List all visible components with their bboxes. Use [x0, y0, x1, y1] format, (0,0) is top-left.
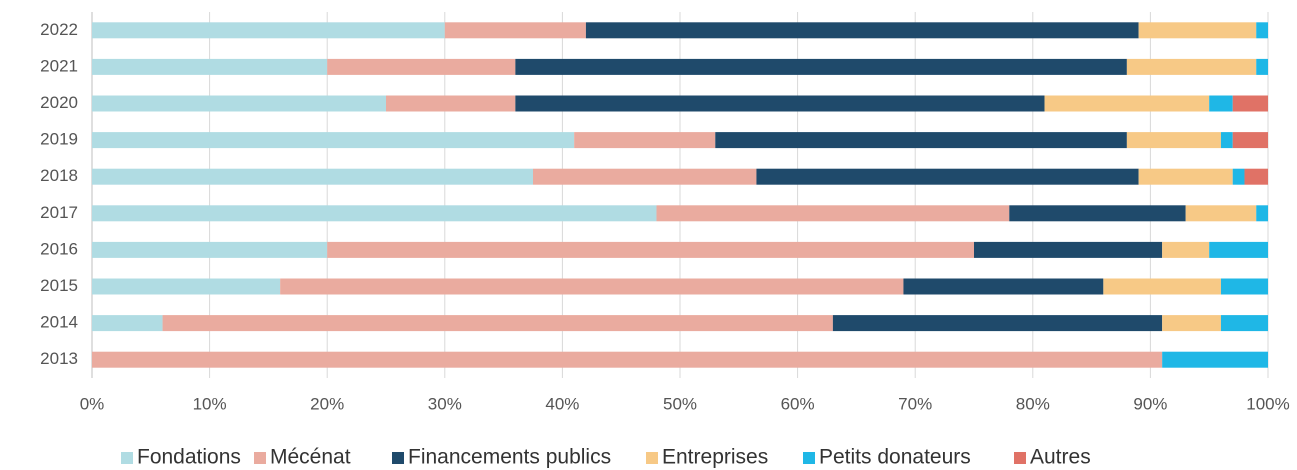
bar-segment — [1244, 168, 1268, 185]
bar-segment — [92, 95, 386, 112]
bar-segment — [533, 168, 757, 185]
legend-label: Mécénat — [270, 446, 351, 469]
bar-segment — [92, 58, 328, 75]
legend-label: Financements publics — [408, 446, 611, 469]
bar-segment — [92, 241, 328, 258]
bar-segment — [1138, 168, 1233, 185]
bar-segment — [92, 278, 281, 295]
y-tick-label: 2021 — [40, 56, 78, 75]
bar-segment — [92, 205, 657, 222]
bar-segment — [1162, 351, 1268, 368]
y-tick-label: 2018 — [40, 166, 78, 185]
bar-segment — [1138, 22, 1257, 39]
legend-swatch — [646, 452, 658, 464]
y-tick-label: 2013 — [40, 349, 78, 368]
bar-segment — [1220, 132, 1233, 149]
x-tick-label: 80% — [1016, 394, 1050, 413]
x-tick-label: 100% — [1246, 394, 1289, 413]
bar-segment — [1126, 132, 1221, 149]
bar-segment — [444, 22, 586, 39]
bar-segment — [574, 132, 716, 149]
bar-segment — [280, 278, 904, 295]
legend-swatch — [121, 452, 133, 464]
legend-swatch — [392, 452, 404, 464]
y-tick-label: 2019 — [40, 130, 78, 149]
x-tick-label: 20% — [310, 394, 344, 413]
x-tick-label: 70% — [898, 394, 932, 413]
bar-segment — [515, 95, 1045, 112]
bar-segment — [1162, 315, 1221, 332]
bar-segment — [162, 315, 833, 332]
bar-segment — [1256, 58, 1268, 75]
y-tick-label: 2022 — [40, 20, 78, 39]
bar-segment — [656, 205, 1010, 222]
x-tick-label: 10% — [193, 394, 227, 413]
y-tick-label: 2020 — [40, 93, 78, 112]
legend-swatch — [803, 452, 815, 464]
bar-segment — [386, 95, 516, 112]
x-tick-label: 30% — [428, 394, 462, 413]
bar-segment — [1232, 168, 1245, 185]
legend-swatch — [1014, 452, 1026, 464]
bar-segment — [756, 168, 1139, 185]
bar-segment — [92, 315, 163, 332]
bar-segment — [1126, 58, 1257, 75]
bar-segment — [1209, 95, 1233, 112]
bar-segment — [92, 351, 1163, 368]
bar-segment — [1185, 205, 1257, 222]
bar-segment — [832, 315, 1163, 332]
bar-segment — [1232, 95, 1268, 112]
bar-segment — [515, 58, 1127, 75]
bar-segment — [1220, 278, 1268, 295]
x-tick-label: 90% — [1133, 394, 1167, 413]
x-tick-label: 60% — [781, 394, 815, 413]
x-tick-label: 50% — [663, 394, 697, 413]
x-tick-label: 0% — [80, 394, 105, 413]
bar-segment — [92, 168, 533, 185]
bar-segment — [1256, 22, 1268, 39]
bar-segment — [1162, 241, 1210, 258]
bar-segment — [327, 241, 974, 258]
legend-swatch — [254, 452, 266, 464]
bar-segment — [92, 132, 575, 149]
bar-segment — [1044, 95, 1210, 112]
bar-segment — [1220, 315, 1268, 332]
bar-segment — [1256, 205, 1268, 222]
legend-label: Fondations — [137, 446, 241, 469]
y-tick-label: 2017 — [40, 203, 78, 222]
x-tick-label: 40% — [545, 394, 579, 413]
bar-segment — [92, 22, 445, 39]
bar-segment — [903, 278, 1104, 295]
legend-label: Petits donateurs — [819, 446, 971, 469]
bar-segment — [1209, 241, 1268, 258]
bar-segment — [1232, 132, 1268, 149]
legend-label: Autres — [1030, 446, 1091, 469]
bar-segment — [715, 132, 1127, 149]
y-tick-label: 2016 — [40, 239, 78, 258]
y-tick-label: 2014 — [40, 313, 78, 332]
bar-segment — [585, 22, 1139, 39]
bar-segment — [1103, 278, 1221, 295]
bar-segment — [327, 58, 516, 75]
y-tick-label: 2015 — [40, 276, 78, 295]
legend-label: Entreprises — [662, 446, 768, 469]
bar-segment — [974, 241, 1163, 258]
bar-segment — [1009, 205, 1186, 222]
